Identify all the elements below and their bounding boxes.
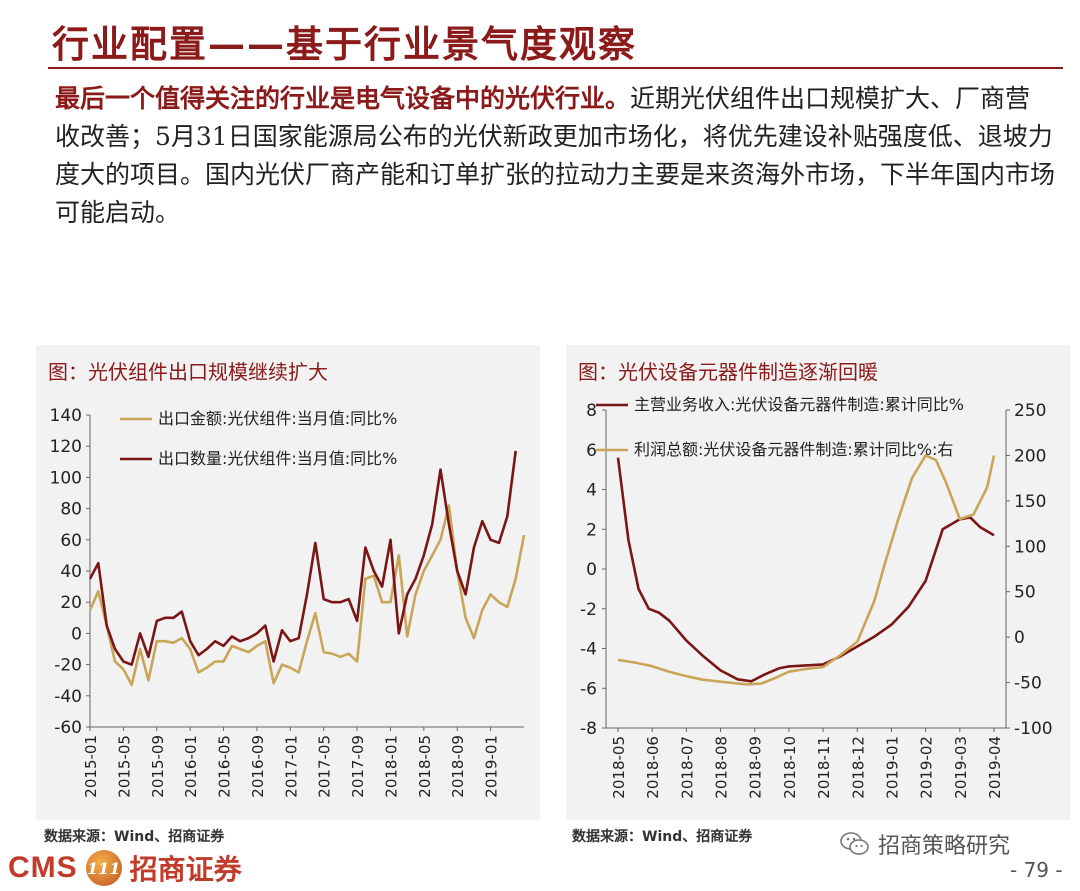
x-tick-label: 2019-01 [883,736,901,799]
left-tick-label: 4 [586,481,597,501]
right-tick-label: 150 [1014,492,1046,512]
legend-label-0: 出口金额:光伏组件:当月值:同比% [158,409,397,428]
x-tick-label: 2016-09 [249,735,267,798]
series-line-1 [88,450,517,666]
left-tick-label: 0 [586,560,597,580]
y-tick-label: 40 [60,562,82,582]
y-tick-label: -60 [54,718,82,738]
x-tick-label: 2017-05 [316,735,334,798]
chart-source-export: 数据来源：Wind、招商证券 [44,829,225,845]
x-tick-label: 2018-05 [416,735,434,798]
x-tick-label: 2018-09 [747,736,765,799]
chart-source-equipment: 数据来源：Wind、招商证券 [572,829,753,845]
x-tick-label: 2019-04 [986,736,1004,799]
page-number: - 79 - [1010,858,1063,882]
legend-label-1: 利润总额:光伏设备元器件制造:累计同比%:右 [634,440,953,459]
x-tick-label: 2018-09 [449,735,467,798]
chart-title-equipment: 图：光伏设备元器件制造逐渐回暖 [578,360,878,384]
chart-panel-export [36,345,540,820]
x-tick-label: 2018-08 [713,736,731,799]
x-tick-label: 2016-01 [182,735,200,798]
left-tick-label: 6 [586,441,597,461]
x-tick-label: 2019-01 [483,735,501,798]
left-tick-label: 2 [586,520,597,540]
x-tick-label: 2015-05 [115,735,133,798]
logo-badge-icon: 111 [85,850,122,886]
legend-label-0: 主营业务收入:光伏设备元器件制造:累计同比% [634,395,964,414]
wechat-account-name: 招商策略研究 [878,834,1011,859]
x-tick-label: 2018-07 [678,736,696,799]
title-divider [48,67,1063,69]
y-tick-label: 20 [60,593,82,613]
x-tick-label: 2019-02 [918,736,936,799]
x-tick-label: 2015-01 [82,735,100,798]
right-tick-label: 200 [1014,446,1046,466]
chart-export-volume: -60 -40 -20 0 20 40 60 80 100 120 140 2015-01 2015-0… [50,406,526,798]
x-tick-label: 2018-05 [610,736,628,799]
left-tick-label: -2 [580,600,597,620]
logo-chinese-name: 招商证券 [129,853,242,886]
x-tick-label: 2017-09 [349,735,367,798]
x-tick-label: 2015-09 [149,735,167,798]
right-tick-label: 0 [1014,628,1025,648]
right-tick-label: 250 [1014,401,1046,421]
x-tick-label: 2018-10 [781,736,799,799]
left-tick-label: -8 [580,719,597,739]
right-tick-label: -50 [1014,674,1042,694]
legend-label-1: 出口数量:光伏组件:当月值:同比% [158,449,397,468]
chart-panel-equipment [566,345,1070,820]
series-line-0 [88,504,526,687]
y-tick-label: 60 [60,531,82,551]
y-tick-label: 100 [50,468,82,488]
left-tick-label: -6 [580,679,597,699]
y-tick-label: 80 [60,500,82,520]
right-tick-label: 50 [1014,583,1036,603]
series-line-1 [617,454,996,686]
right-tick-label: -100 [1014,719,1053,739]
y-tick-label: -40 [54,687,82,707]
page-title: 行业配置——基于行业景气度观察 [52,22,637,66]
x-tick-label: 2016-05 [216,735,234,798]
y-tick-label: 140 [50,406,82,426]
right-tick-label: 100 [1014,537,1046,557]
wechat-icon [840,832,869,855]
y-tick-label: -20 [54,656,82,676]
logo-text: CMS [8,851,78,884]
chart-title-export: 图：光伏组件出口规模继续扩大 [48,360,328,384]
y-tick-label: 0 [71,624,82,644]
chart-equipment-growth: -8 -6 -4 -2 0 2 4 6 8 -100 -50 0 50 100 150 200 250 2018-… [580,395,1053,799]
x-tick-label: 2018-06 [644,736,662,799]
x-tick-label: 2018-11 [815,736,833,799]
intro-paragraph: 最后一个值得关注的行业是电气设备中的光伏行业。近期光伏组件出口规模扩大、厂商营收… [55,80,1055,232]
series-line-0 [616,457,995,683]
wechat-watermark: 招商策略研究 [840,828,1010,860]
intro-body: 近期光伏组件出口规模扩大、厂商营收改善；5月31日国家能源局公布的光伏新政更加市… [55,84,1056,227]
x-tick-label: 2019-03 [952,736,970,799]
left-tick-label: -4 [580,640,597,660]
company-logo: CMS 111 招商证券 [8,848,242,888]
left-tick-label: 8 [586,401,597,421]
x-tick-label: 2018-12 [849,736,867,799]
y-tick-label: 120 [50,437,82,457]
intro-highlight: 最后一个值得关注的行业是电气设备中的光伏行业。 [55,84,631,113]
x-tick-label: 2017-01 [282,735,300,798]
x-tick-label: 2018-01 [382,735,400,798]
